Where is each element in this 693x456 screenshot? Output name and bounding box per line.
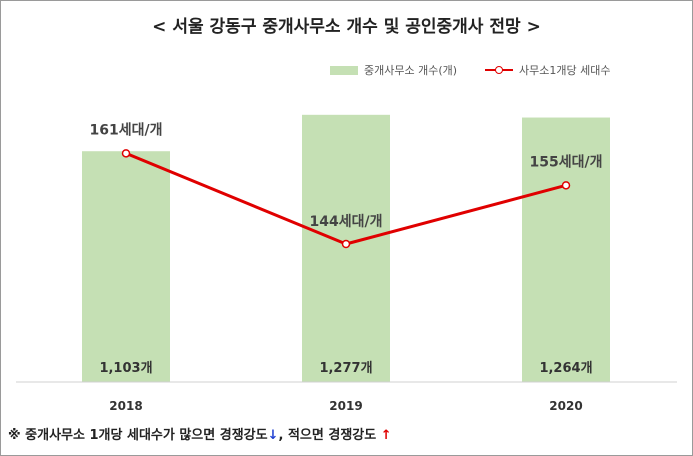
legend-bar-label: 중개사무소 개수(개) — [364, 64, 458, 77]
footnote-text-2: , 적으면 경쟁강도 — [278, 428, 377, 443]
line-value-label-2020: 155세대/개 — [530, 154, 603, 170]
bar-value-label-2020: 1,264개 — [539, 361, 592, 376]
legend-item-bars: 중개사무소 개수(개) — [330, 62, 457, 78]
bar-2020 — [522, 117, 610, 382]
legend-line-label: 사무소1개당 세대수 — [519, 64, 611, 77]
footnote-text-1: ※ 중개사무소 1개당 세대수가 많으면 경쟁강도 — [8, 428, 268, 443]
arrow-down-icon: ↓ — [267, 428, 279, 443]
line-value-label-2018: 161세대/개 — [90, 122, 163, 138]
x-tick-label-2018: 2018 — [109, 399, 142, 413]
line-point-2018 — [121, 149, 131, 158]
bar-value-label-2018: 1,103개 — [99, 361, 152, 376]
bar-2019 — [302, 114, 390, 382]
legend-line-swatch — [485, 65, 514, 75]
line-point-2020 — [561, 181, 571, 190]
chart-title: < 서울 강동구 중개사무소 개수 및 공인중개사 전망 > — [152, 17, 541, 37]
footnote: ※ 중개사무소 1개당 세대수가 많으면 경쟁강도↓, 적으면 경쟁강도 ↑ — [8, 424, 392, 443]
x-tick-label-2019: 2019 — [329, 399, 362, 413]
line-value-label-2019: 144세대/개 — [310, 214, 383, 230]
legend-item-line: 사무소1개당 세대수 — [485, 62, 611, 78]
arrow-up-icon: ↑ — [380, 428, 392, 443]
legend-bar-swatch — [330, 65, 358, 75]
legend: 중개사무소 개수(개) 사무소1개당 세대수 — [330, 62, 611, 78]
x-tick-label-2020: 2020 — [549, 399, 582, 413]
bar-2018 — [82, 151, 170, 382]
bar-value-label-2019: 1,277개 — [319, 361, 372, 376]
line-point-2019 — [341, 239, 351, 249]
